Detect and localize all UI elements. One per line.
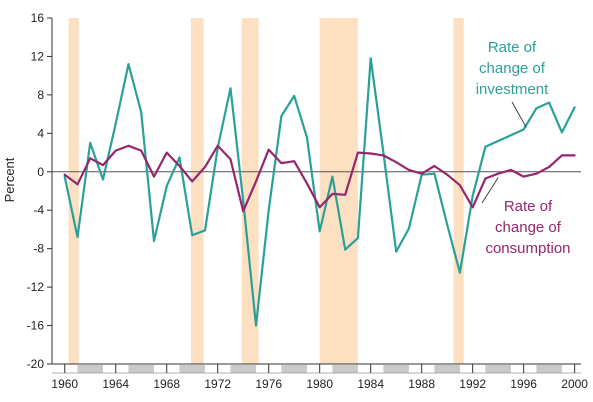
consumption-line bbox=[63, 144, 576, 213]
investment-label-line: Rate of bbox=[488, 39, 537, 56]
x-axis-strip-block bbox=[281, 365, 307, 373]
x-axis-strip-block bbox=[485, 365, 511, 373]
x-tick-label: 1972 bbox=[204, 377, 231, 391]
x-axis-strip-block bbox=[383, 365, 409, 373]
y-tick-label: -8 bbox=[33, 242, 44, 256]
y-tick-label: 8 bbox=[37, 88, 44, 102]
investment-leader-line bbox=[511, 101, 527, 128]
recession-band bbox=[241, 18, 259, 364]
x-tick-label: 1988 bbox=[408, 377, 435, 391]
y-axis-title: Percent bbox=[2, 157, 17, 202]
series-lines bbox=[63, 57, 576, 327]
x-tick-label: 1992 bbox=[459, 377, 486, 391]
x-axis-strip-block bbox=[536, 365, 562, 373]
recession-band bbox=[453, 18, 464, 364]
investment-label-line: investment bbox=[476, 81, 549, 98]
x-axis-strip-block bbox=[128, 365, 154, 373]
y-tick-label: 4 bbox=[37, 126, 44, 140]
x-tick-label: 1976 bbox=[255, 377, 282, 391]
x-tick-label: 1964 bbox=[102, 377, 129, 391]
consumption-label-line: consumption bbox=[485, 240, 570, 257]
consumption-label-line: change of bbox=[495, 219, 562, 236]
x-tick-label: 1984 bbox=[357, 377, 384, 391]
y-tick-label: -16 bbox=[27, 319, 45, 333]
axes: 16 12 8 4 0 -4 -8 -12 -16 -20 1960 1964 1968 1972 1976… bbox=[27, 11, 589, 391]
y-tick-label: -12 bbox=[27, 280, 45, 294]
y-tick-label: -20 bbox=[27, 357, 45, 371]
investment-label-line: change of bbox=[479, 60, 546, 77]
series-labels: Rate of change of investment Rate of change … bbox=[476, 39, 571, 257]
x-axis-strip-block bbox=[179, 365, 205, 373]
investment-line bbox=[63, 57, 576, 327]
x-tick-label: 1960 bbox=[51, 377, 78, 391]
consumption-leader-line bbox=[481, 177, 499, 204]
x-axis-strip-block bbox=[230, 365, 256, 373]
y-tick-label: -4 bbox=[33, 203, 44, 217]
y-tick-label: 12 bbox=[31, 49, 45, 63]
recession-bands bbox=[68, 18, 464, 364]
x-axis-strip-block bbox=[77, 365, 103, 373]
x-tick-label: 1968 bbox=[153, 377, 180, 391]
y-tick-label: 16 bbox=[31, 11, 45, 25]
x-tick-label: 1980 bbox=[306, 377, 333, 391]
recession-band bbox=[190, 18, 204, 364]
recession-band bbox=[68, 18, 79, 364]
consumption-label-line: Rate of bbox=[504, 198, 553, 215]
x-axis-strip-block bbox=[332, 365, 358, 373]
recession-band bbox=[319, 18, 358, 364]
x-tick-label: 1996 bbox=[510, 377, 537, 391]
y-tick-label: 0 bbox=[37, 165, 44, 179]
x-tick-label: 2000 bbox=[561, 377, 588, 391]
x-axis-strip-block bbox=[434, 365, 460, 373]
